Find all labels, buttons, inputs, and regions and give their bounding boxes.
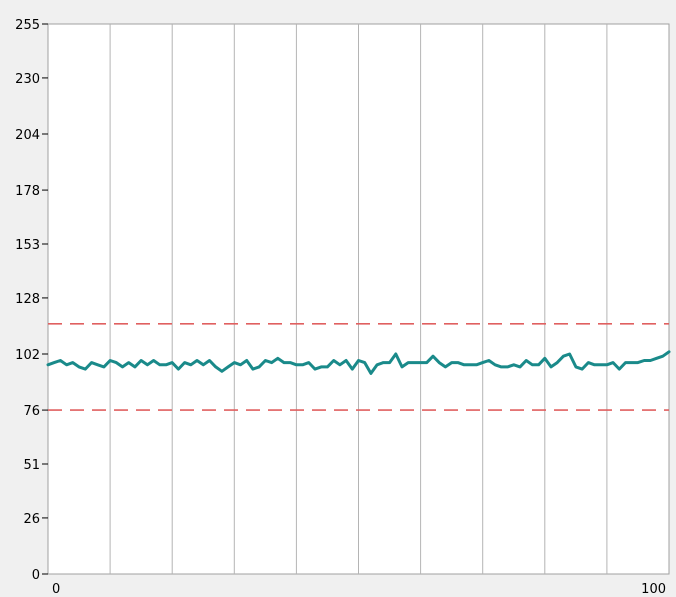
y-tick-label: 51 (23, 458, 40, 473)
y-tick-label: 26 (23, 512, 40, 527)
y-axis: 0 26 51 76 102 128 153 178 204 230 255 (15, 18, 48, 583)
grid-lines (109, 24, 608, 574)
y-tick-label: 153 (15, 238, 40, 253)
y-tick-label: 178 (15, 184, 40, 199)
y-tick-label: 255 (15, 18, 40, 33)
x-tick-label: 0 (52, 582, 60, 597)
series-layer (46, 322, 671, 411)
x-tick-label: 100 (641, 582, 666, 597)
y-tick-label: 102 (15, 348, 40, 363)
y-tick-label: 76 (23, 404, 40, 419)
y-tick-label: 230 (15, 72, 40, 87)
y-tick-label: 0 (32, 568, 40, 583)
y-tick-label: 128 (15, 292, 40, 307)
x-axis: 0 100 (52, 582, 666, 597)
series-line (46, 350, 671, 375)
y-tick-label: 204 (15, 128, 40, 143)
